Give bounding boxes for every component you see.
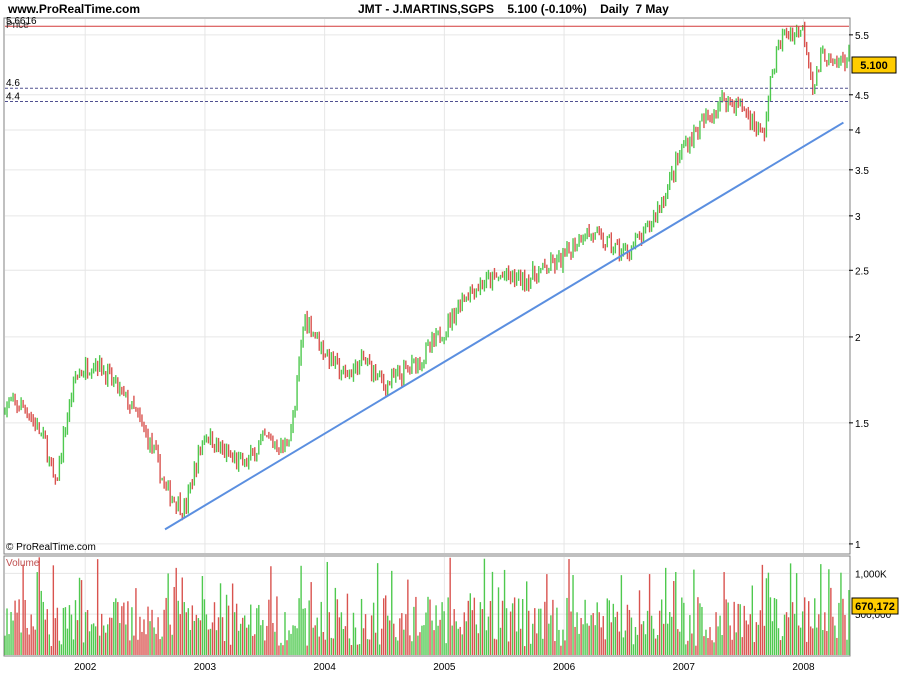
- y-tick-label: 4: [855, 126, 861, 137]
- last-volume-badge-text: 670,172: [855, 601, 895, 613]
- price-grid: [5, 19, 849, 553]
- volume-tick-label: 500,000: [855, 610, 892, 621]
- last-volume-badge: [851, 597, 899, 615]
- level-label: 5.6616: [6, 16, 37, 27]
- copyright: © ProRealTime.com: [6, 542, 96, 553]
- chart-title: JMT - J.MARTINS,SGPS 5.100 (-0.10%) Dail…: [358, 2, 669, 16]
- price-panel: [3, 17, 851, 555]
- y-tick-label: 5.5: [855, 31, 869, 42]
- x-tick-label: 2003: [194, 662, 217, 673]
- y-tick-label: 2: [855, 333, 861, 344]
- site-url[interactable]: www.ProRealTime.com: [8, 2, 141, 16]
- x-tick-label: 2007: [673, 662, 696, 673]
- y-tick-label: 1: [855, 540, 861, 551]
- level-label: 4.4: [6, 91, 20, 102]
- y-tick-label: 1.5: [855, 419, 869, 430]
- level-label: 4.6: [6, 78, 20, 89]
- x-tick-label: 2004: [314, 662, 337, 673]
- trendline: [164, 121, 844, 531]
- y-tick-label: 3.5: [855, 166, 869, 177]
- x-tick-label: 2005: [433, 662, 456, 673]
- last-price-badge-text: 5.100: [860, 60, 888, 72]
- volume-panel-label: Volume: [6, 558, 40, 569]
- x-tick-label: 2008: [792, 662, 815, 673]
- price-panel-label: Price: [6, 20, 29, 31]
- volume-panel: [3, 555, 851, 657]
- volume-tick-label: 1,000K: [855, 569, 887, 580]
- x-tick-label: 2002: [74, 662, 97, 673]
- volume-bars: [4, 557, 850, 655]
- y-tick-label: 3: [855, 212, 861, 223]
- annotation-lines: 5.6616 4.6 4.4: [5, 16, 849, 531]
- axis-labels: 1 1.5 2 2.5 3 3.5 4 4.5 5.5 2002 2003 2004 2005 2006 2…: [74, 31, 892, 673]
- last-price-badge: [851, 56, 897, 74]
- x-tick-label: 2006: [553, 662, 576, 673]
- y-tick-label: 2.5: [855, 266, 869, 277]
- y-tick-label: 4.5: [855, 91, 869, 102]
- chart-header: www.ProRealTime.com JMT - J.MARTINS,SGPS…: [0, 0, 900, 18]
